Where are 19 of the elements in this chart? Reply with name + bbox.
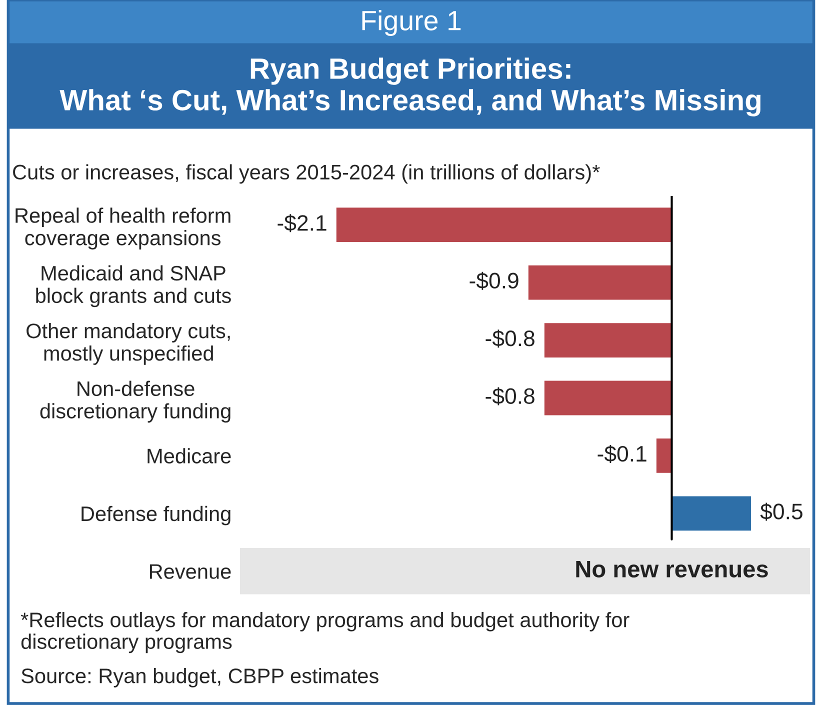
band-label: No new revenues <box>576 561 768 578</box>
text: *Reflects outlays for mandatory programs and budget authority for discretionary programs <box>20 612 630 654</box>
data-label: -$2.1 <box>278 214 326 232</box>
data-label: -$0.9 <box>470 272 518 290</box>
y-tick-label: Other mandatory cuts, mostly unspecified <box>26 323 230 365</box>
chart-subtitle: Ryan Budget Priorities: What ‘s Cut, What’s Increased, and What’s Missing <box>60 58 760 116</box>
y-tick-label: Medicaid and SNAP block grants and cuts <box>36 265 231 308</box>
x-axis-title: Cuts or increases, fiscal years 2015-2024 (in trillions of dollars)* <box>13 164 600 184</box>
data-label: -$0.8 <box>486 330 534 348</box>
y-tick-label: Revenue <box>150 564 231 579</box>
data-label: -$0.8 <box>486 387 534 406</box>
chart-title: Figure 1 <box>362 10 461 36</box>
y-tick-label: Medicare <box>148 448 231 464</box>
data-label: -$0.1 <box>598 445 646 463</box>
y-tick-label: Non-defense discretionary funding <box>40 380 230 423</box>
y-tick-label: Repeal of health reform coverage expansions <box>16 208 230 250</box>
data-label: $0.5 <box>760 502 802 521</box>
source-note: Source: Ryan budget, CBPP estimates <box>21 668 378 688</box>
y-tick-label: Defense funding <box>82 506 230 526</box>
